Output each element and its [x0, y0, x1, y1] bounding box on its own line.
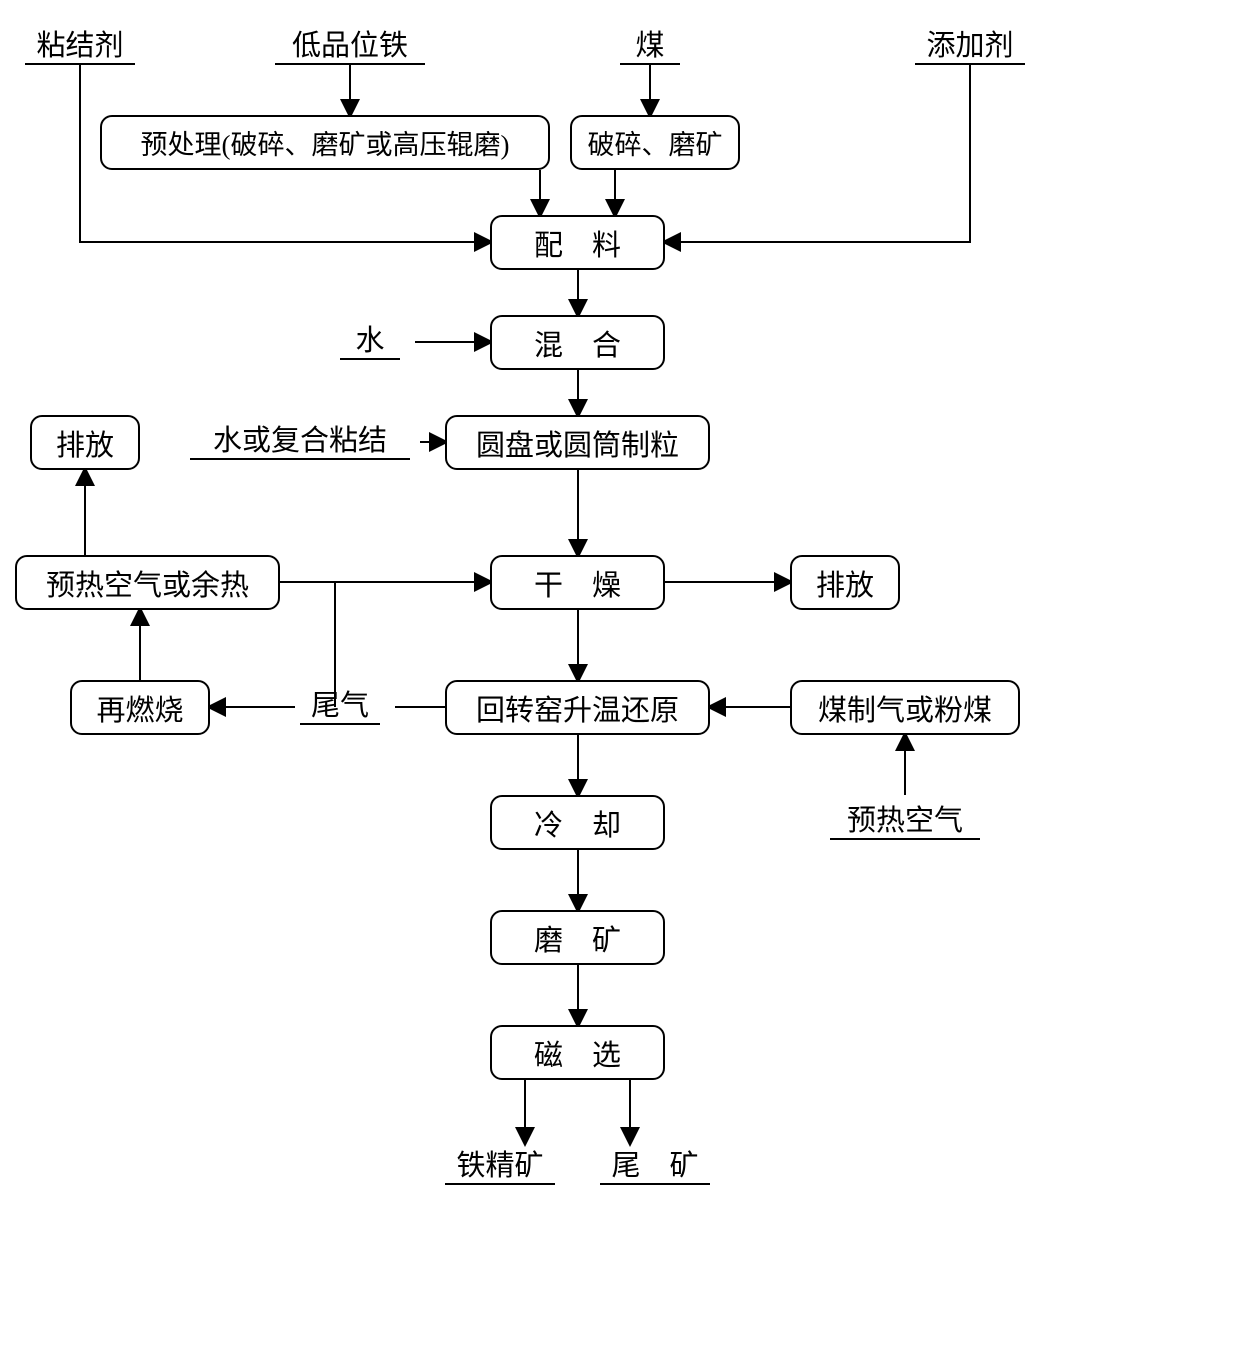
- label-additive: 添加剂: [915, 25, 1025, 65]
- box-granulation: 圆盘或圆筒制粒: [445, 415, 710, 470]
- box-emission1: 排放: [30, 415, 140, 470]
- box-drying: 干 燥: [490, 555, 665, 610]
- box-kiln-reduction: 回转窑升温还原: [445, 680, 710, 735]
- box-preheat-air-waste: 预热空气或余热: [15, 555, 280, 610]
- box-cooling: 冷 却: [490, 795, 665, 850]
- label-iron-concentrate: 铁精矿: [445, 1145, 555, 1185]
- box-crush-grind: 破碎、磨矿: [570, 115, 740, 170]
- label-water: 水: [340, 320, 400, 360]
- label-binder: 粘结剂: [25, 25, 135, 65]
- box-magnetic-sep: 磁 选: [490, 1025, 665, 1080]
- label-low-grade-iron: 低品位铁: [275, 25, 425, 65]
- box-recombustion: 再燃烧: [70, 680, 210, 735]
- box-batching: 配 料: [490, 215, 665, 270]
- label-coal: 煤: [620, 25, 680, 65]
- label-water-binder: 水或复合粘结: [190, 420, 410, 460]
- box-grinding: 磨 矿: [490, 910, 665, 965]
- box-emission2: 排放: [790, 555, 900, 610]
- box-pretreatment: 预处理(破碎、磨矿或高压辊磨): [100, 115, 550, 170]
- label-tailings: 尾 矿: [600, 1145, 710, 1185]
- label-tail-gas: 尾气: [300, 685, 380, 725]
- box-mixing: 混 合: [490, 315, 665, 370]
- label-preheat-air: 预热空气: [830, 800, 980, 840]
- box-coal-gas-powder: 煤制气或粉煤: [790, 680, 1020, 735]
